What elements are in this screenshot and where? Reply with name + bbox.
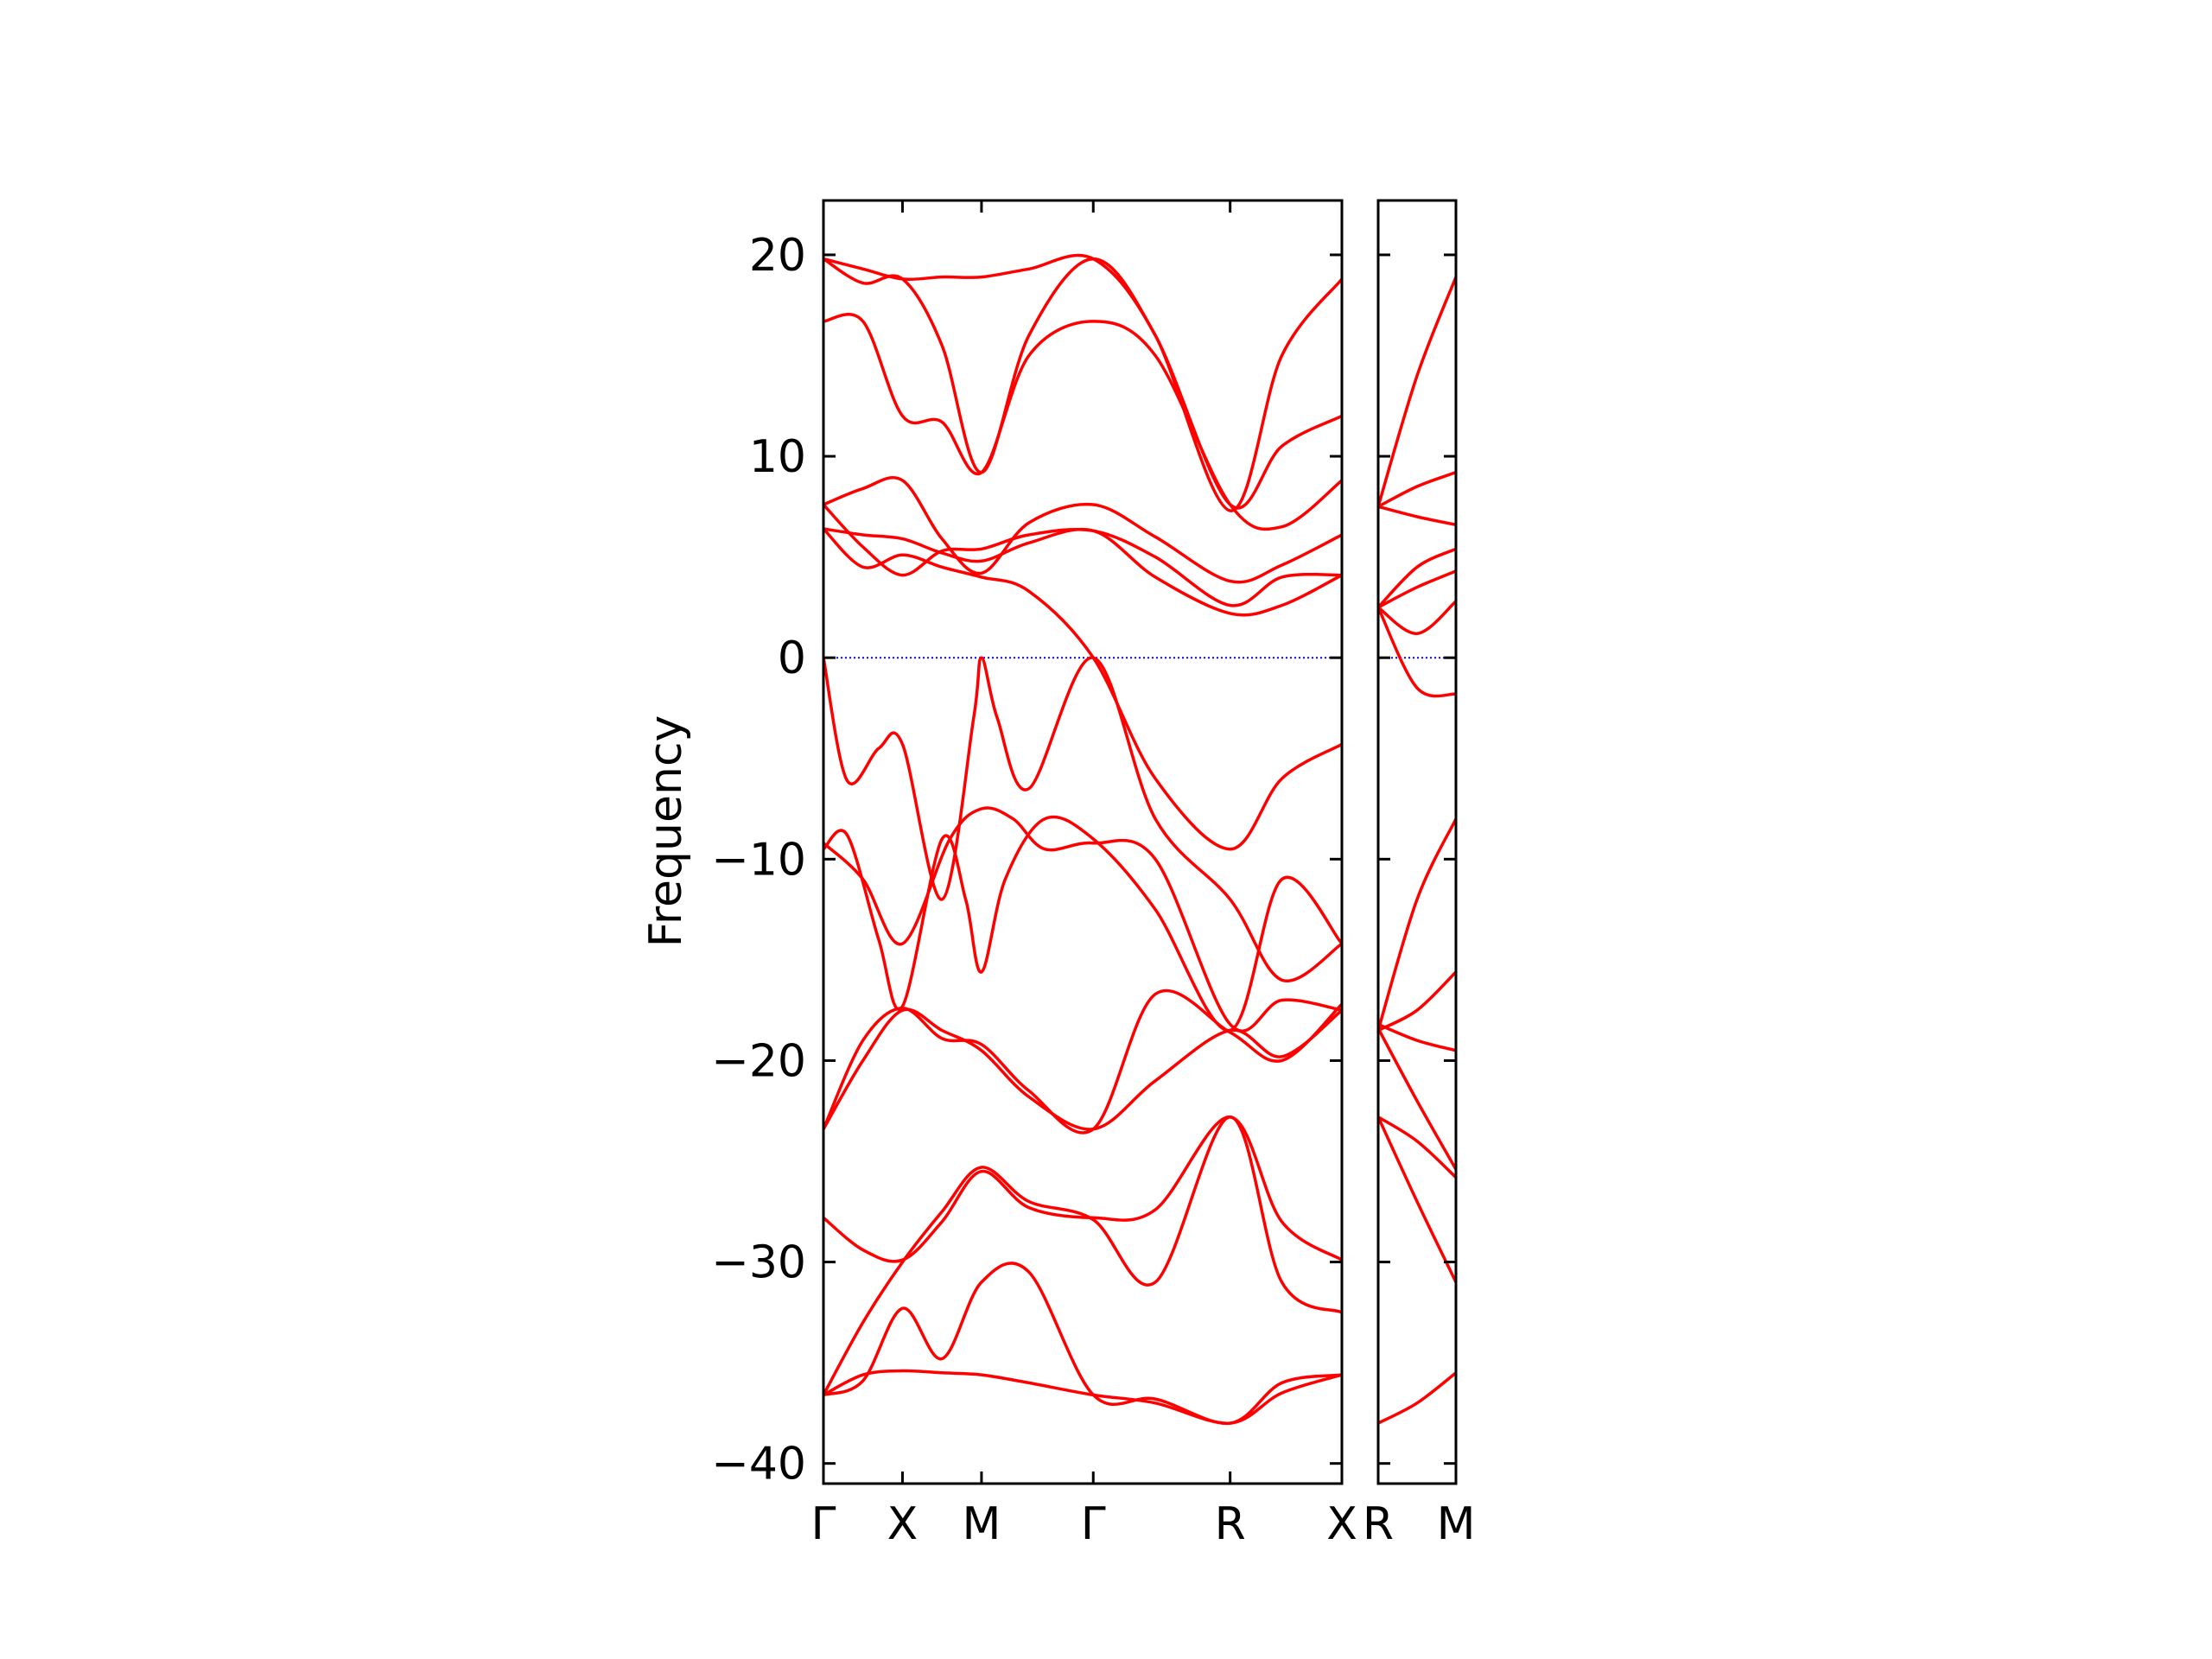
phonon-band-12 <box>823 988 1342 1135</box>
x-tick-label: Γ <box>1081 1498 1106 1550</box>
axes-frame <box>1376 199 1458 1485</box>
x-tick-label: R <box>1363 1498 1394 1550</box>
y-tick-label: 10 <box>749 431 806 483</box>
x-tick-label: X <box>1326 1498 1357 1550</box>
phonon-band-3 <box>823 313 1342 531</box>
phonon-band-5 <box>1378 569 1456 609</box>
phonon-band-11 <box>1378 1027 1456 1171</box>
phonon-band-14 <box>823 1115 1342 1396</box>
y-tick-label: −30 <box>711 1237 806 1289</box>
y-tick-label: 20 <box>749 230 806 282</box>
x-tick-label: X <box>887 1498 918 1550</box>
axes-frame <box>822 199 1344 1485</box>
phonon-band-2 <box>823 257 1342 510</box>
phonon-band-12 <box>1378 1116 1456 1179</box>
phonon-band-3 <box>1378 505 1456 527</box>
y-tick-label: 0 <box>778 632 806 684</box>
plot-area <box>1378 276 1456 1425</box>
phonon-band-2 <box>1378 471 1456 508</box>
phonon-band-6 <box>823 527 1342 617</box>
y-tick-label: −40 <box>711 1439 806 1491</box>
x-tick-label: R <box>1215 1498 1246 1550</box>
y-tick-label: −20 <box>711 1035 806 1087</box>
x-tick-label: M <box>962 1498 1001 1550</box>
y-tick-label: −10 <box>711 834 806 886</box>
phonon-band-8 <box>823 656 1342 983</box>
phonon-band-5 <box>823 503 1342 607</box>
phonon-band-13 <box>1378 1116 1456 1283</box>
phonon-band-1 <box>1378 276 1456 507</box>
phonon-band-16 <box>823 1369 1342 1425</box>
phonon-band-10 <box>1378 1022 1456 1052</box>
phonon-band-14 <box>1378 1371 1456 1425</box>
phonon-band-8 <box>1378 817 1456 1031</box>
phonon-band-4 <box>1378 547 1456 609</box>
phonon-band-7 <box>823 527 1342 851</box>
phonon-band-11 <box>823 1007 1342 1131</box>
phonon-band-4 <box>823 475 1342 584</box>
y-axis-title: Frequency <box>640 715 692 948</box>
x-tick-label: M <box>1437 1498 1476 1550</box>
plot-area <box>823 253 1342 1425</box>
x-tick-label: Γ <box>811 1498 836 1550</box>
phonon-band-6 <box>1378 600 1456 635</box>
phonon-band-7 <box>1378 607 1456 698</box>
